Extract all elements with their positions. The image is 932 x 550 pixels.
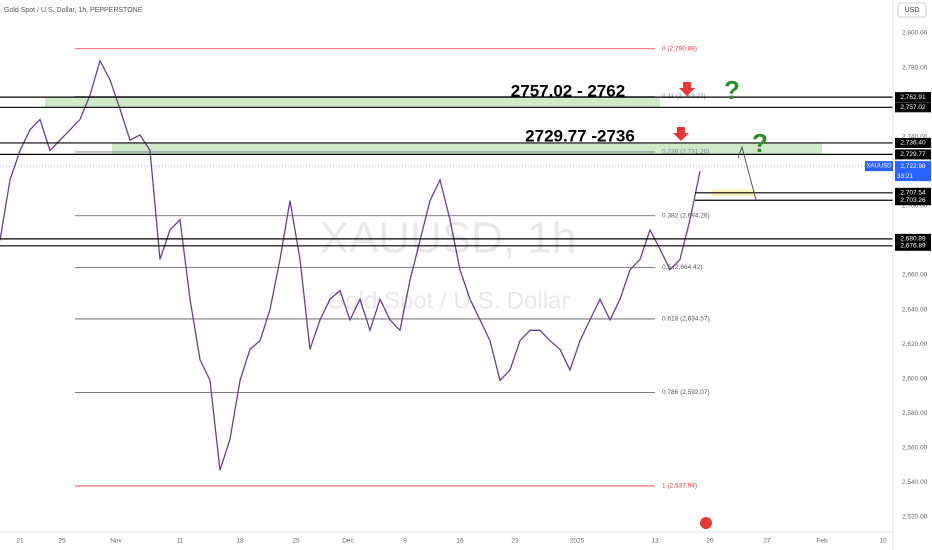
level-tag bbox=[895, 195, 931, 206]
level-label: 2,762.91 bbox=[900, 94, 926, 101]
y-tick-label: 2,700.00 bbox=[902, 203, 928, 210]
x-tick-label: 13 bbox=[651, 538, 659, 545]
question-mark: ? bbox=[752, 128, 768, 158]
level-tag bbox=[895, 187, 931, 198]
level-tag bbox=[895, 233, 931, 244]
y-tick-label: 2,520.00 bbox=[902, 514, 928, 521]
y-tick-label: 2,600.00 bbox=[902, 375, 928, 382]
x-tick-label: 25 bbox=[58, 538, 66, 545]
zone bbox=[112, 142, 822, 155]
y-tick-label: 2,540.00 bbox=[902, 479, 928, 486]
y-tick-label: 2,800.00 bbox=[902, 30, 928, 37]
x-tick-label: Dec bbox=[342, 538, 354, 545]
last-price-tag bbox=[895, 161, 931, 182]
price-line bbox=[0, 58, 701, 471]
fib-label: 0 (2,790.89) bbox=[662, 45, 697, 52]
question-mark: ? bbox=[724, 75, 740, 105]
level-tag bbox=[895, 149, 931, 160]
x-tick-label: 25 bbox=[292, 538, 300, 545]
fib-label: 0.382 (2,694.26) bbox=[662, 212, 710, 219]
y-tick-label: 2,580.00 bbox=[902, 410, 928, 417]
fib-label: 0.5 (2,664.42) bbox=[662, 264, 702, 271]
fib-label: 0.786 (2,592.07) bbox=[662, 389, 710, 396]
symbol-title: Gold Spot / U.S. Dollar, 1h, PEPPERSTONE bbox=[4, 7, 143, 14]
countdown: 33:21 bbox=[897, 173, 914, 180]
level-tag bbox=[895, 137, 931, 148]
zone bbox=[45, 97, 660, 108]
last-price-label: 2,722.98 bbox=[900, 163, 926, 170]
fib-label: 1 (2,537.94) bbox=[662, 483, 697, 490]
watermark-sub: Gold Spot / U.S. Dollar bbox=[327, 287, 570, 314]
level-label: 2,736.40 bbox=[900, 140, 926, 147]
level-tag bbox=[895, 240, 931, 251]
y-tick-label: 2,780.00 bbox=[902, 64, 928, 71]
plot: 0 (2,790.89)0.11 (2,763.27)0.236 (2,731.… bbox=[0, 45, 893, 490]
x-tick-label: 16 bbox=[456, 538, 464, 545]
x-tick-label: 20 bbox=[706, 538, 714, 545]
watermark: XAUUSD, 1h bbox=[320, 214, 577, 263]
event-icon bbox=[700, 517, 712, 529]
x-tick-label: 18 bbox=[236, 538, 244, 545]
down-arrow bbox=[673, 127, 689, 141]
x-tick-label: Feb bbox=[816, 538, 828, 545]
annotation: 2729.77 -2736 bbox=[525, 126, 635, 145]
y-tick-label: 2,560.00 bbox=[902, 445, 928, 452]
level-label: 2,676.89 bbox=[900, 243, 926, 250]
x-tick-label: 9 bbox=[403, 538, 407, 545]
level-tag bbox=[895, 92, 931, 103]
level-label: 2,757.02 bbox=[900, 104, 926, 111]
level-label: 2,729.77 bbox=[900, 151, 926, 158]
currency-button[interactable] bbox=[897, 2, 927, 18]
y-tick-label: 2,620.00 bbox=[902, 341, 928, 348]
annotation: 2757.02 - 2762 bbox=[511, 81, 625, 100]
level-label: 2,707.54 bbox=[900, 190, 926, 197]
level-label: 2,703.26 bbox=[900, 197, 926, 204]
x-tick-label: 10 bbox=[879, 538, 887, 545]
projection-arrow bbox=[737, 145, 757, 201]
x-tick-label: 11 bbox=[177, 538, 184, 545]
symbol-tag bbox=[865, 161, 893, 172]
y-tick-label: 2,640.00 bbox=[902, 306, 928, 313]
x-tick-label: Nov bbox=[110, 538, 122, 545]
x-tick-label: 23 bbox=[511, 538, 519, 545]
fib-label: 0.236 (2,731.20) bbox=[662, 149, 710, 156]
x-tick-label: 27 bbox=[763, 538, 771, 545]
down-arrow bbox=[679, 82, 695, 96]
level-label: 2,680.89 bbox=[900, 236, 926, 243]
x-tick-label: 2025 bbox=[570, 538, 585, 545]
y-tick-label: 2,660.00 bbox=[902, 272, 928, 279]
y-tick-label: 2,740.00 bbox=[902, 133, 928, 140]
fib-label: 0.618 (2,634.57) bbox=[662, 316, 710, 323]
currency: USD bbox=[905, 7, 920, 14]
level-tag bbox=[895, 102, 931, 113]
symbol-name: XAUUSD bbox=[866, 164, 892, 170]
x-tick-label: 21 bbox=[16, 538, 24, 545]
